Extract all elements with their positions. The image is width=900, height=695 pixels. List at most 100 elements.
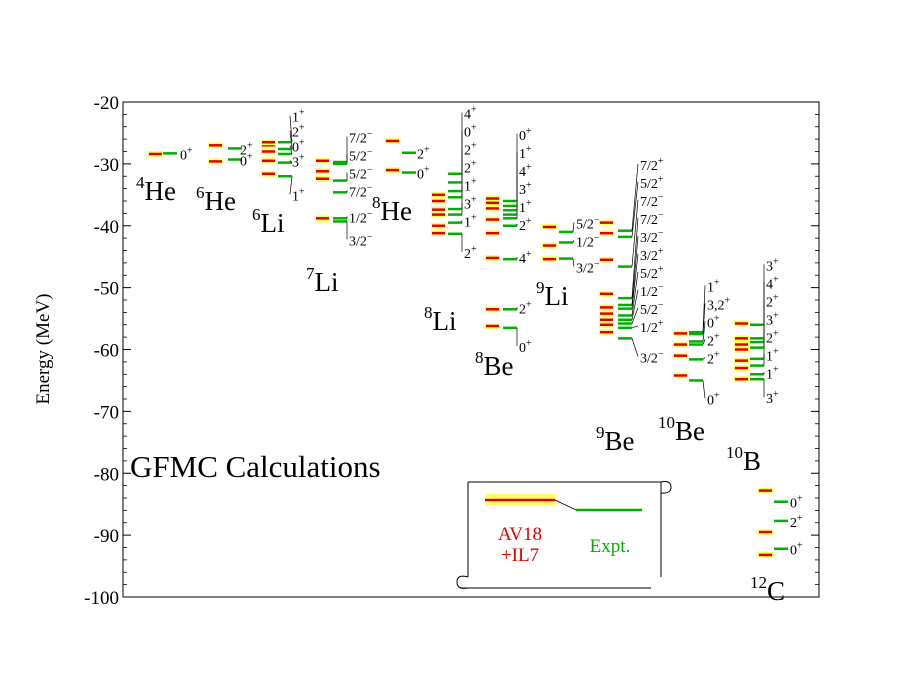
spin-parity-label: 4+	[519, 162, 532, 180]
spin-parity-label: 4+	[519, 249, 532, 267]
y-axis-label: Energy (MeV)	[33, 294, 54, 405]
label-connector	[631, 289, 639, 320]
spin-parity-label: 3+	[519, 180, 532, 198]
nucleus-label: 6Li	[252, 205, 285, 238]
nucleus-8Li: 2+1+3+1+2+2+0+4+8Li	[424, 105, 477, 336]
label-connector	[702, 285, 706, 333]
spin-parity-label: 5/2−	[349, 146, 373, 164]
spin-parity-label: 1/2−	[640, 282, 664, 300]
spin-parity-label: 2+	[519, 299, 532, 317]
spin-parity-label: 4+	[766, 274, 779, 292]
nucleus-9Li: 3/2− 1/2−5/2− 9Li	[536, 214, 600, 311]
spin-parity-label: 0+	[417, 165, 430, 183]
spin-parity-label: 2+	[766, 292, 779, 310]
label-connector	[702, 380, 706, 399]
y-tick-label: -40	[94, 217, 119, 238]
spin-parity-label: 0+	[790, 494, 803, 512]
nucleus-label: 10B	[726, 443, 761, 476]
label-connector	[289, 160, 293, 163]
y-tick-label: -80	[94, 464, 119, 485]
spin-parity-label: 3/2−	[640, 348, 664, 366]
nucleus-label: 8Li	[424, 303, 457, 336]
spin-parity-label: 3/2−	[640, 228, 664, 246]
spin-parity-label: 1+	[766, 346, 779, 364]
spin-parity-label: 5/2−	[349, 164, 373, 182]
spin-parity-label: 2+	[766, 328, 779, 346]
spin-parity-label: 3+	[766, 256, 779, 274]
spin-parity-label: 2+	[707, 331, 720, 349]
spin-parity-label: 0+	[707, 390, 720, 408]
nucleus-label: 4He	[136, 173, 176, 206]
spin-parity-label: 2+	[790, 513, 803, 531]
label-connector	[631, 199, 639, 267]
y-tick-label: -50	[94, 279, 119, 300]
label-connector	[702, 339, 706, 345]
nucleus-label: 12C	[750, 573, 785, 606]
nucleus-8Be: 0+2+4+2+1+3+4+1+0+8Be	[475, 126, 532, 381]
label-connector	[631, 271, 639, 316]
spin-parity-label: 3/2+	[640, 246, 664, 264]
y-tick-label: -90	[94, 526, 119, 547]
spin-parity-label: 1+	[519, 198, 532, 216]
y-axis: -20 -30 -40 -50 -60 -70 -80 -90 -100	[84, 93, 819, 609]
nucleus-7Li: 3/2−1/2−7/2−5/2−5/2−7/2−7Li	[306, 128, 373, 297]
y-tick-label: -30	[94, 155, 119, 176]
spin-parity-label: 7/2−	[349, 128, 373, 146]
spin-parity-label: 1/2−	[349, 208, 373, 226]
nucleus-6He: 0+2+ 6He	[196, 140, 253, 216]
spin-parity-label: 1+	[464, 177, 477, 195]
label-connector	[289, 176, 293, 195]
nucleus-6Li: 1+3+0+2+1+6Li	[252, 108, 305, 238]
spin-parity-label: 2+	[519, 216, 532, 234]
spin-parity-label: 0+	[707, 313, 720, 331]
label-connector	[702, 321, 706, 342]
nucleus-9Be: 3/2−1/2+5/2−1/2−5/2+3/2+3/2−7/2−7/2−5/2+…	[596, 156, 664, 456]
spin-parity-label: 0+	[240, 152, 253, 170]
label-connector	[631, 338, 639, 357]
label-connector	[572, 258, 575, 267]
spin-parity-label: 3+	[766, 310, 779, 328]
legend-expt-label: Expt.	[590, 536, 631, 557]
label-connector	[702, 357, 706, 360]
spin-parity-label: 1+	[292, 186, 305, 204]
label-connector	[631, 325, 639, 329]
label-connector	[289, 115, 293, 143]
spin-parity-label: 2+	[292, 123, 305, 141]
y-tick-label: -100	[84, 588, 119, 609]
spin-parity-label: 7/2−	[640, 210, 664, 228]
spin-parity-label: 1/2−	[576, 232, 600, 250]
spin-parity-label: 1+	[707, 277, 720, 295]
chart-title: GFMC Calculations	[130, 449, 381, 484]
label-connector	[631, 253, 639, 309]
legend-scroll: AV18 +IL7 Expt.	[456, 481, 672, 589]
spin-parity-label: 1+	[464, 213, 477, 231]
nucleus-10Be: 0+2+2+0+3,2+1+10Be	[658, 277, 731, 446]
spin-parity-label: 0+	[292, 138, 305, 156]
spin-parity-label: 0+	[519, 338, 532, 356]
label-connector	[631, 307, 639, 324]
nucleus-label: 10Be	[658, 413, 705, 446]
spin-parity-label: 0+	[790, 541, 803, 559]
y-tick-label: -70	[94, 402, 119, 423]
spin-parity-label: 0+	[464, 123, 477, 141]
spin-parity-label: 2+	[707, 349, 720, 367]
spin-parity-label: 7/2−	[640, 192, 664, 210]
legend-calc-label-2: +IL7	[501, 545, 539, 566]
spin-parity-label: 7/2+	[640, 156, 664, 174]
nucleus-10B: 3+1+1+2+3+2+4+3+10B	[726, 256, 779, 476]
y-tick-label: -60	[94, 341, 119, 362]
nucleus-label: 7Li	[306, 264, 339, 297]
scroll-outline	[456, 481, 672, 589]
spin-parity-label: 5/2−	[576, 214, 600, 232]
label-connector	[572, 222, 575, 232]
nucleus-label: 6He	[196, 183, 236, 216]
spin-parity-label: 3+	[766, 389, 779, 407]
label-connector	[631, 181, 639, 237]
spin-parity-label: 2+	[240, 140, 253, 158]
label-connector	[631, 163, 639, 231]
nucleus-8He: 0+ 2+ 8He	[372, 137, 430, 226]
spin-parity-label: 4+	[464, 105, 477, 123]
spin-parity-label: 2+	[464, 141, 477, 159]
nucleus-12C: 0+2+0+12C	[750, 487, 803, 606]
